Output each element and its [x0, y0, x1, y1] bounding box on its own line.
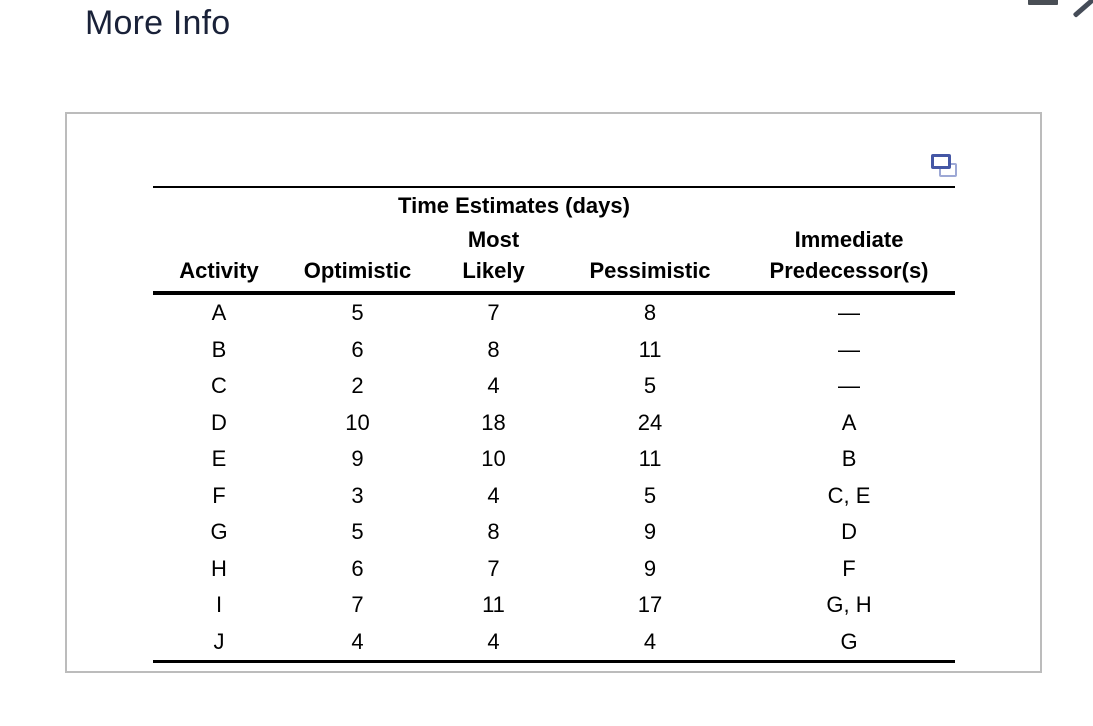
cropped-icon-bar-fragment [1028, 0, 1058, 5]
cell-optimistic: 6 [351, 555, 364, 581]
cell-most-likely: 10 [481, 446, 506, 472]
col-header-immediate-predecessors-line1: Immediate [794, 227, 904, 252]
cell-most-likely: 4 [487, 482, 500, 508]
cell-activity: G [210, 519, 228, 545]
table-row: B 6 8 11 — [153, 332, 955, 369]
col-header-pessimistic: Pessimistic [557, 224, 744, 295]
more-info-panel: Time Estimates (days) Activity Optimisti… [65, 112, 1042, 673]
cell-optimistic: 10 [345, 409, 370, 435]
cell-predecessors: F [842, 555, 856, 581]
cell-predecessors: A [841, 409, 857, 435]
cell-predecessors: B [841, 446, 857, 472]
column-header-row: Activity Optimistic Most Likely Pessimis… [153, 224, 956, 295]
col-header-immediate-predecessors: Immediate Predecessor(s) [743, 224, 956, 295]
col-header-most-likely-line1: Most [467, 227, 520, 252]
table-row: E 9 10 11 B [153, 441, 955, 478]
cell-optimistic: 6 [351, 336, 364, 362]
cell-optimistic: 5 [351, 519, 364, 545]
cell-predecessors: — [838, 336, 861, 362]
cell-pessimistic: 8 [643, 300, 657, 326]
cell-predecessors: G [840, 628, 858, 654]
cell-activity: D [211, 409, 227, 435]
cell-pessimistic: 11 [638, 336, 662, 362]
table-row: D 10 18 24 A [153, 405, 955, 442]
cell-pessimistic: 9 [643, 555, 657, 581]
col-header-most-likely: Most Likely [430, 224, 557, 295]
cell-most-likely: 4 [487, 628, 500, 654]
table-row: G 5 8 9 D [153, 514, 955, 551]
cell-optimistic: 9 [351, 446, 364, 472]
copy-icon-front-rect [931, 154, 951, 169]
cell-most-likely: 18 [481, 409, 506, 435]
col-header-immediate-predecessors-line2: Predecessor(s) [769, 258, 929, 283]
cell-activity: B [211, 336, 227, 362]
cell-optimistic: 2 [351, 373, 364, 399]
cell-most-likely: 8 [487, 519, 500, 545]
table-row: H 6 7 9 F [153, 551, 955, 588]
cell-activity: F [212, 482, 226, 508]
time-estimates-table: Time Estimates (days) Activity Optimisti… [153, 186, 956, 663]
cell-predecessors: — [838, 300, 861, 326]
table-row: A 5 7 8 — [153, 293, 955, 332]
cell-pessimistic: 17 [637, 592, 663, 618]
group-header-row: Time Estimates (days) [153, 187, 955, 224]
cell-most-likely: 11 [482, 592, 505, 618]
cell-predecessors: G, H [826, 592, 872, 618]
cell-pessimistic: 24 [637, 409, 663, 435]
cell-optimistic: 7 [351, 592, 364, 618]
cell-pessimistic: 9 [643, 519, 657, 545]
cell-activity: E [211, 446, 227, 472]
table-row: I 7 11 17 G, H [153, 587, 955, 624]
copy-table-icon[interactable] [931, 154, 959, 183]
table-row: J 4 4 4 G [153, 624, 955, 662]
cell-activity: H [211, 555, 227, 581]
cell-most-likely: 7 [487, 300, 500, 326]
cell-optimistic: 5 [351, 300, 364, 326]
cell-predecessors: — [838, 373, 861, 399]
cell-activity: C [211, 373, 227, 399]
empty-header-cell [743, 187, 955, 224]
col-header-activity: Activity [153, 224, 285, 295]
empty-header-cell [153, 187, 285, 224]
cell-activity: J [213, 628, 225, 654]
cell-pessimistic: 5 [643, 373, 657, 399]
cell-pessimistic: 11 [638, 446, 662, 472]
page-title: More Info [85, 4, 231, 42]
cell-predecessors: D [841, 519, 857, 545]
cell-pessimistic: 4 [643, 628, 657, 654]
table-row: F 3 4 5 C, E [153, 478, 955, 515]
cell-most-likely: 8 [487, 336, 500, 362]
col-header-optimistic: Optimistic [285, 224, 430, 295]
group-header-time-estimates: Time Estimates (days) [398, 193, 630, 218]
cropped-icon-diagonal-fragment [1072, 0, 1093, 18]
cell-predecessors: C, E [827, 482, 871, 508]
cell-optimistic: 3 [351, 482, 364, 508]
cell-activity: I [215, 592, 223, 618]
table-row: C 2 4 5 — [153, 368, 955, 405]
cell-activity: A [211, 300, 227, 326]
cell-most-likely: 7 [487, 555, 500, 581]
cell-optimistic: 4 [351, 628, 364, 654]
cell-pessimistic: 5 [643, 482, 657, 508]
cell-most-likely: 4 [487, 373, 500, 399]
col-header-most-likely-line2: Likely [462, 258, 525, 283]
